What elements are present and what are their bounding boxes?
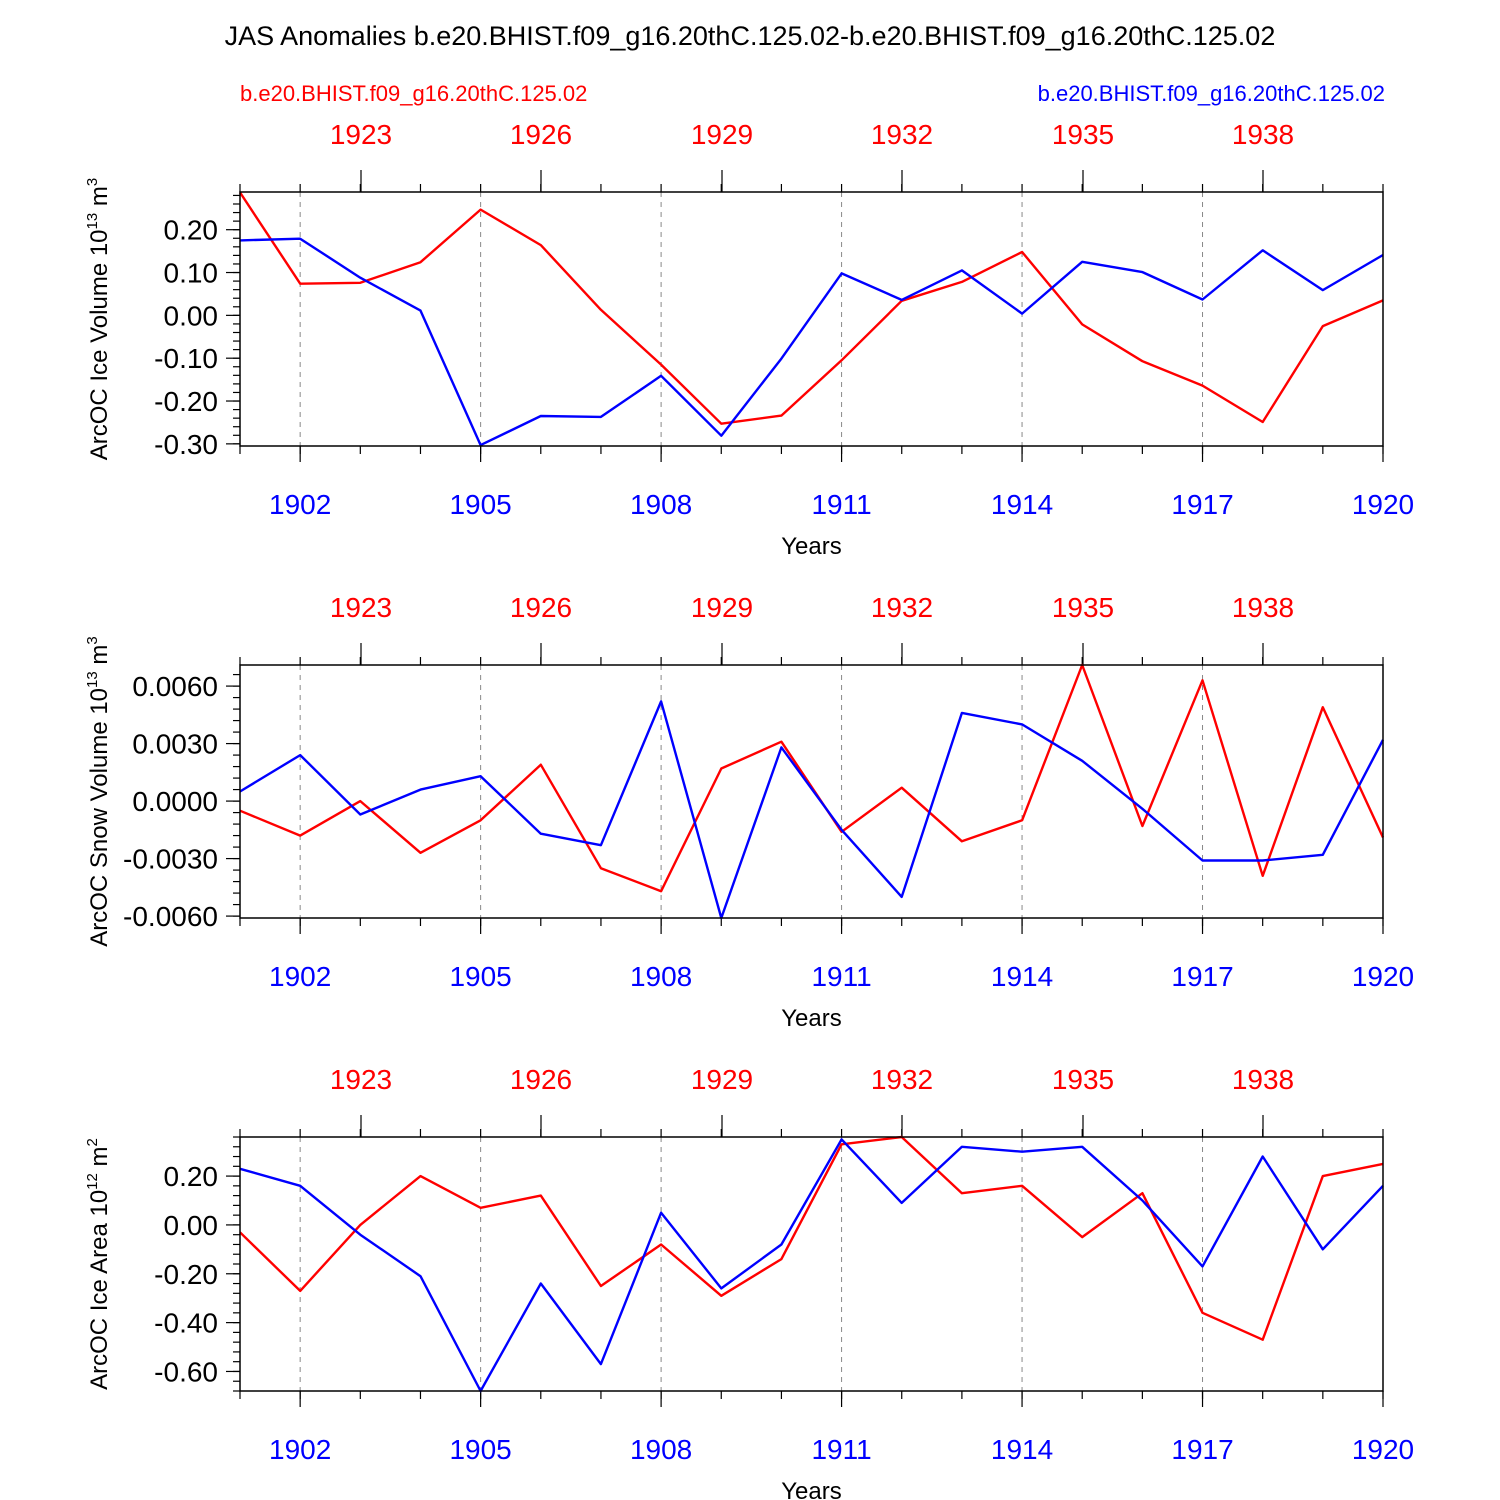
y-axis-title-unit: m [86, 1146, 113, 1173]
x-bottom-tick-label: 1914 [991, 961, 1053, 992]
x-top-tick-label: 1932 [871, 119, 933, 150]
x-top-tick-label: 1938 [1232, 1064, 1294, 1095]
x-top-tick-label: 1926 [510, 592, 572, 623]
y-axis-title-exponent: 13 [84, 671, 101, 688]
x-axis-title: Years [781, 1478, 842, 1500]
y-tick-label: -0.20 [154, 386, 218, 417]
y-axis-title-unit-exponent: 3 [84, 178, 101, 186]
x-bottom-tick-label: 1908 [630, 961, 692, 992]
y-axis-title-unit-exponent: 2 [84, 1138, 101, 1146]
series-red-line [239, 1135, 1384, 1341]
x-bottom-tick-label: 1905 [449, 1434, 511, 1465]
x-top-tick-label: 1926 [510, 1064, 572, 1095]
y-axis-title-text: ArcOC Ice Volume 10 [86, 229, 113, 460]
x-top-tick-label: 1935 [1052, 119, 1114, 150]
x-bottom-tick-label: 1911 [811, 961, 871, 992]
series-blue-line [239, 237, 1384, 447]
x-bottom-tick-label: 1905 [449, 489, 511, 520]
y-tick-label: -0.0060 [123, 901, 218, 932]
x-bottom-tick-label: 1920 [1352, 961, 1414, 992]
x-axis-title: Years [781, 533, 842, 560]
y-tick-label: 0.0030 [132, 729, 218, 760]
x-top-tick-label: 1938 [1232, 119, 1294, 150]
x-top-tick-label: 1929 [691, 119, 753, 150]
x-bottom-tick-label: 1902 [269, 961, 331, 992]
plot-frame [239, 664, 1384, 919]
plot-frame [239, 191, 1384, 447]
y-axis-title-exponent: 12 [84, 1173, 101, 1190]
series-blue-line [239, 1138, 1384, 1393]
y-axis-title: ArcOC Ice Area 1012 m2 [84, 1138, 113, 1390]
x-top-tick-label: 1923 [330, 119, 392, 150]
y-axis-title: ArcOC Ice Volume 1013 m3 [84, 178, 113, 460]
x-bottom-tick-label: 1917 [1171, 961, 1233, 992]
x-top-tick-label: 1935 [1052, 592, 1114, 623]
y-axis-title-unit-exponent: 3 [84, 636, 101, 644]
x-top-tick-label: 1923 [330, 592, 392, 623]
x-top-tick-label: 1929 [691, 592, 753, 623]
series-red-line [239, 663, 1385, 893]
y-tick-label: 0.00 [164, 1210, 219, 1241]
y-tick-label: 0.00 [164, 300, 219, 331]
y-tick-label: -0.20 [154, 1259, 218, 1290]
series-red-line [238, 191, 1384, 425]
x-bottom-tick-label: 1908 [630, 489, 692, 520]
y-axis-title: ArcOC Snow Volume 1013 m3 [84, 636, 113, 947]
x-top-tick-label: 1938 [1232, 592, 1294, 623]
y-axis-title-unit: m [86, 645, 113, 672]
legend-blue-series: b.e20.BHIST.f09_g16.20thC.125.02 [1038, 81, 1385, 106]
x-bottom-tick-label: 1902 [269, 489, 331, 520]
y-tick-label: -0.0030 [123, 844, 218, 875]
x-bottom-tick-label: 1914 [991, 1434, 1053, 1465]
x-bottom-tick-label: 1911 [811, 1434, 871, 1465]
x-axis-title: Years [781, 1005, 842, 1032]
y-tick-label: -0.10 [154, 343, 218, 374]
y-tick-label: 0.20 [164, 1161, 219, 1192]
y-tick-label: 0.0000 [132, 786, 218, 817]
x-bottom-tick-label: 1917 [1171, 489, 1233, 520]
y-axis-title-unit: m [86, 186, 113, 213]
x-top-tick-label: 1932 [871, 1064, 933, 1095]
x-top-tick-label: 1935 [1052, 1064, 1114, 1095]
y-axis-title-exponent: 13 [84, 213, 101, 230]
chart-panel-1: 1902 1905 1908 1911 1914 1917 1920 1923 1926 1929… [84, 119, 1414, 560]
y-tick-label: 0.0060 [132, 671, 218, 702]
legend-red-series: b.e20.BHIST.f09_g16.20thC.125.02 [240, 81, 587, 106]
x-bottom-tick-label: 1920 [1352, 489, 1414, 520]
series-blue-line [239, 700, 1385, 920]
y-tick-label: -0.60 [154, 1356, 218, 1387]
x-bottom-tick-label: 1902 [269, 1434, 331, 1465]
y-tick-label: -0.30 [154, 429, 218, 460]
plot-frame [239, 1136, 1384, 1392]
chart-panel-3: 1902 1905 1908 1911 1914 1917 1920 1923 1926 1929… [84, 1064, 1414, 1500]
y-tick-label: 0.10 [164, 258, 219, 289]
chart-panel-2: 1902 1905 1908 1911 1914 1917 1920 1923 1926 1929… [84, 592, 1414, 1032]
x-bottom-tick-label: 1911 [811, 489, 871, 520]
chart-title: JAS Anomalies b.e20.BHIST.f09_g16.20thC.… [225, 21, 1276, 51]
x-bottom-tick-label: 1917 [1171, 1434, 1233, 1465]
y-tick-label: -0.40 [154, 1308, 218, 1339]
x-top-tick-label: 1932 [871, 592, 933, 623]
x-bottom-tick-label: 1914 [991, 489, 1053, 520]
y-tick-label: 0.20 [164, 215, 219, 246]
y-axis-title-text: ArcOC Snow Volume 10 [86, 688, 113, 947]
x-bottom-tick-label: 1920 [1352, 1434, 1414, 1465]
x-top-tick-label: 1923 [330, 1064, 392, 1095]
x-bottom-tick-label: 1905 [449, 961, 511, 992]
x-top-tick-label: 1926 [510, 119, 572, 150]
x-top-tick-label: 1929 [691, 1064, 753, 1095]
x-bottom-tick-label: 1908 [630, 1434, 692, 1465]
y-axis-title-text: ArcOC Ice Area 10 [86, 1190, 113, 1390]
